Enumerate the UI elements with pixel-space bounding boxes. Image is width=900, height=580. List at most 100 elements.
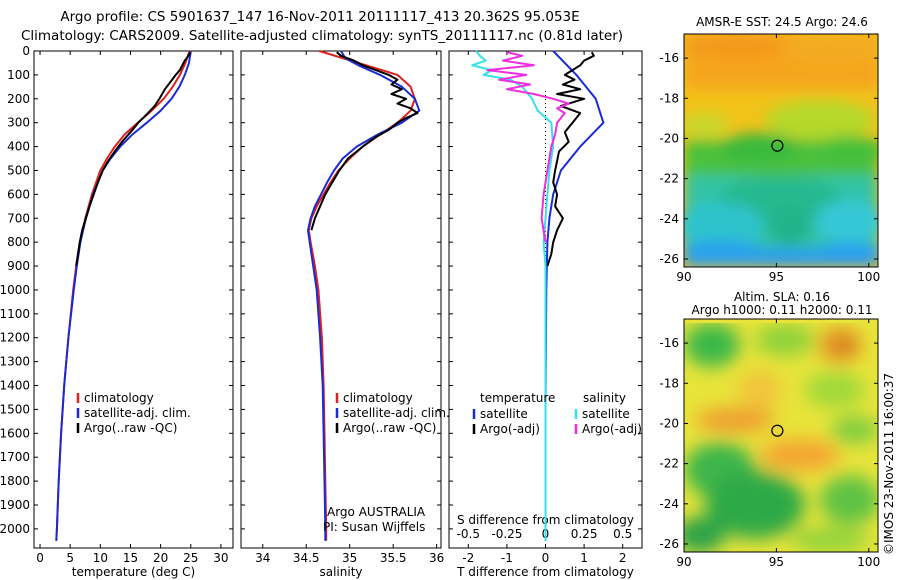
sst-map-xtick-label: 100: [857, 270, 880, 284]
diff-xtick-label-s: 0.25: [571, 527, 598, 541]
sal-frame: [240, 50, 442, 549]
diff-legend-s-title: salinity: [583, 391, 626, 405]
diff-xtick-label-t: -2: [462, 551, 474, 565]
sst-map-ytick-label: -16: [659, 51, 679, 65]
temp-ytick-label: 1700: [0, 450, 30, 464]
difference-panel: -2 -1 0 1 2-0.5 -0.25 0 0.25 0.5S difference fro…: [448, 50, 643, 579]
diff-xtick-label-s: 0.5: [613, 527, 632, 541]
temp-series-climatology: [55, 50, 191, 541]
temperature-panel: 0100200300400500600700800900100011001200…: [0, 44, 234, 579]
sla-map-ytick-label: -22: [659, 457, 679, 471]
sal-legend-label: climatology: [343, 391, 413, 405]
diff-series-satellite: [544, 50, 605, 541]
temp-ytick-label: 200: [7, 92, 30, 106]
sst-map-xtick-label: 95: [769, 270, 784, 284]
temp-legend-label: satellite-adj. clim.: [84, 406, 191, 420]
diff-series-argo_s: [486, 51, 570, 243]
sst-map-ytick-label: -24: [659, 212, 679, 226]
sst-map-ytick-label: -22: [659, 172, 679, 186]
temp-ytick-label: 800: [7, 235, 30, 249]
diff-legend-t-label: Argo(-adj): [480, 422, 540, 436]
diff-xtick-label-s: -0.25: [491, 527, 522, 541]
sst-map-title: AMSR-E SST: 24.5 Argo: 24.6: [696, 15, 868, 29]
temp-ytick-label: 900: [7, 259, 30, 273]
sal-xtick-label: 36: [429, 551, 444, 565]
diff-legend-t-label: satellite: [480, 407, 528, 421]
temp-legend-label: Argo(..raw -QC): [84, 421, 177, 435]
temp-ytick-label: 1900: [0, 498, 30, 512]
temp-xtick-label: 30: [213, 551, 228, 565]
diff-xtick-label-t: 1: [580, 551, 588, 565]
sla-map-title-line-2: Argo h1000: 0.11 h2000: 0.11: [692, 303, 873, 317]
diff-xlabel: T difference from climatology: [456, 565, 634, 579]
sla-map-xtick-label: 95: [769, 555, 784, 569]
sal-legend-label: Argo(..raw -QC): [343, 421, 436, 435]
sst-map-axes: -16 -18 -20 -22 -24 -26 90 95 100: [659, 33, 880, 284]
sst-map-ytick-label: -20: [659, 131, 679, 145]
temp-ytick-label: 300: [7, 116, 30, 130]
diff-xtick-label-t: -1: [501, 551, 513, 565]
temp-ytick-label: 1600: [0, 426, 30, 440]
temp-xtick-label: 15: [123, 551, 138, 565]
sal-xtick-label: 35.5: [380, 551, 407, 565]
temp-ytick-label: 1200: [0, 331, 30, 345]
diff-xtick-label-s: -0.5: [457, 527, 480, 541]
diff-series-satellite_s: [471, 50, 555, 541]
temp-xtick-label: 20: [153, 551, 168, 565]
temp-ytick-label: 2000: [0, 522, 30, 536]
sal-xtick-label: 34.5: [293, 551, 320, 565]
sla-map-axes: -16 -18 -20 -22 -24 -26 90 95 100: [659, 318, 880, 569]
temp-series-argo: [75, 51, 192, 267]
diff-xtick-label-t: 0: [542, 551, 550, 565]
temp-ytick-label: 1500: [0, 402, 30, 416]
temp-ytick-label: 1100: [0, 307, 30, 321]
temp-frame: [33, 50, 234, 549]
sla-map-ytick-label: -26: [659, 537, 679, 551]
sla-map-title-line-1: Altim. SLA: 0.16: [734, 290, 830, 304]
sla-map-xtick-label: 100: [857, 555, 880, 569]
temp-xtick-label: 25: [183, 551, 198, 565]
sst-map-float-marker: [771, 139, 784, 152]
sal-xlabel: salinity: [319, 565, 362, 579]
sst-map-xtick-label: 90: [676, 270, 691, 284]
diff-xtick-label-t: 2: [619, 551, 627, 565]
sla-map-ytick-label: -18: [659, 376, 679, 390]
temp-xtick-label: 5: [66, 551, 74, 565]
temp-ytick-label: 1300: [0, 355, 30, 369]
sla-map-xtick-label: 90: [676, 555, 691, 569]
temp-ytick-label: 1400: [0, 379, 30, 393]
temp-ytick-label: 0: [22, 44, 30, 58]
sal-annotation-line-1: Argo AUSTRALIA: [327, 505, 426, 519]
sal-legend-label: satellite-adj. clim.: [343, 406, 450, 420]
diff-legend-t-title: temperature: [480, 391, 555, 405]
temp-ytick-label: 500: [7, 163, 30, 177]
temp-xtick-label: 10: [93, 551, 108, 565]
sla-map-frame: [683, 318, 879, 553]
temp-xlabel: temperature (deg C): [72, 565, 195, 579]
temp-series-satellite: [55, 50, 192, 541]
temp-legend-label: climatology: [84, 391, 154, 405]
sla-map-image: [684, 319, 878, 552]
temp-ytick-label: 700: [7, 211, 30, 225]
figure-title-line-2: Climatology: CARS2009. Satellite-adjuste…: [21, 28, 623, 44]
temp-ytick-label: 100: [7, 68, 30, 82]
sal-series-satellite: [307, 50, 421, 541]
sla-map-ytick-label: -16: [659, 336, 679, 350]
temp-ytick-label: 600: [7, 187, 30, 201]
diff-legend-s-label: satellite: [582, 407, 630, 421]
diff-legend-s-label: Argo(-adj): [582, 422, 642, 436]
diff-series-argo: [546, 51, 595, 267]
sst-map-ytick-label: -18: [659, 91, 679, 105]
sal-xtick-label: 34: [255, 551, 270, 565]
figure-title-line-1: Argo profile: CS 5901637_147 16-Nov-2011…: [60, 9, 579, 25]
sal-xtick-label: 35: [342, 551, 357, 565]
sst-map-ytick-label: -26: [659, 252, 679, 266]
temp-ytick-label: 400: [7, 140, 30, 154]
sal-annotation-line-2: PI: Susan Wijffels: [323, 520, 425, 534]
imos-credit: ©IMOS 23-Nov-2011 16:00:37: [882, 373, 896, 555]
temp-xtick-label: 0: [36, 551, 44, 565]
sla-map-float-marker: [771, 424, 784, 437]
sst-map-image: [684, 34, 878, 267]
sal-series-argo: [310, 51, 419, 231]
